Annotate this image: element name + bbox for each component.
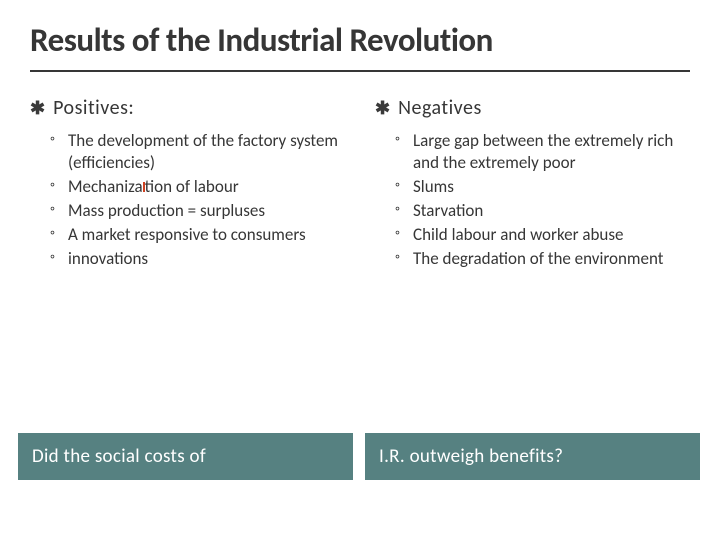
left-column-header: ✱ Positives: bbox=[30, 96, 345, 120]
slide: Results of the Industrial Revolution ✱ P… bbox=[0, 0, 720, 540]
list-item: Starvation bbox=[401, 200, 690, 222]
page-title: Results of the Industrial Revolution bbox=[30, 20, 690, 72]
left-list: The development of the factory system (e… bbox=[30, 130, 345, 271]
list-item-text-part2: tion of labour bbox=[145, 176, 239, 197]
right-list: Large gap between the extremely rich and… bbox=[375, 130, 690, 271]
bottom-bar-right: I.R. outweigh benefits? bbox=[365, 433, 700, 480]
list-item: Mechanization of labour bbox=[56, 176, 345, 198]
list-item: Slums bbox=[401, 176, 690, 198]
list-item: innovations bbox=[56, 248, 345, 270]
list-item: The degradation of the environment bbox=[401, 248, 690, 270]
right-header-text: Negatives bbox=[398, 96, 482, 120]
columns-container: ✱ Positives: The development of the fact… bbox=[30, 96, 690, 273]
list-item-text-part1: Mechaniza bbox=[68, 176, 143, 197]
list-item: Mass production = surpluses bbox=[56, 200, 345, 222]
right-column: ✱ Negatives Large gap between the extrem… bbox=[375, 96, 690, 273]
bottom-bars: Did the social costs of I.R. outweigh be… bbox=[18, 433, 700, 480]
list-item: The development of the factory system (e… bbox=[56, 130, 345, 174]
main-bullet-icon: ✱ bbox=[30, 97, 45, 119]
bottom-bar-left: Did the social costs of bbox=[18, 433, 353, 480]
list-item: Child labour and worker abuse bbox=[401, 224, 690, 246]
list-item: Large gap between the extremely rich and… bbox=[401, 130, 690, 174]
left-column: ✱ Positives: The development of the fact… bbox=[30, 96, 345, 273]
main-bullet-icon: ✱ bbox=[375, 97, 390, 119]
list-item: A market responsive to consumers bbox=[56, 224, 345, 246]
right-column-header: ✱ Negatives bbox=[375, 96, 690, 120]
left-header-text: Positives: bbox=[53, 96, 134, 120]
